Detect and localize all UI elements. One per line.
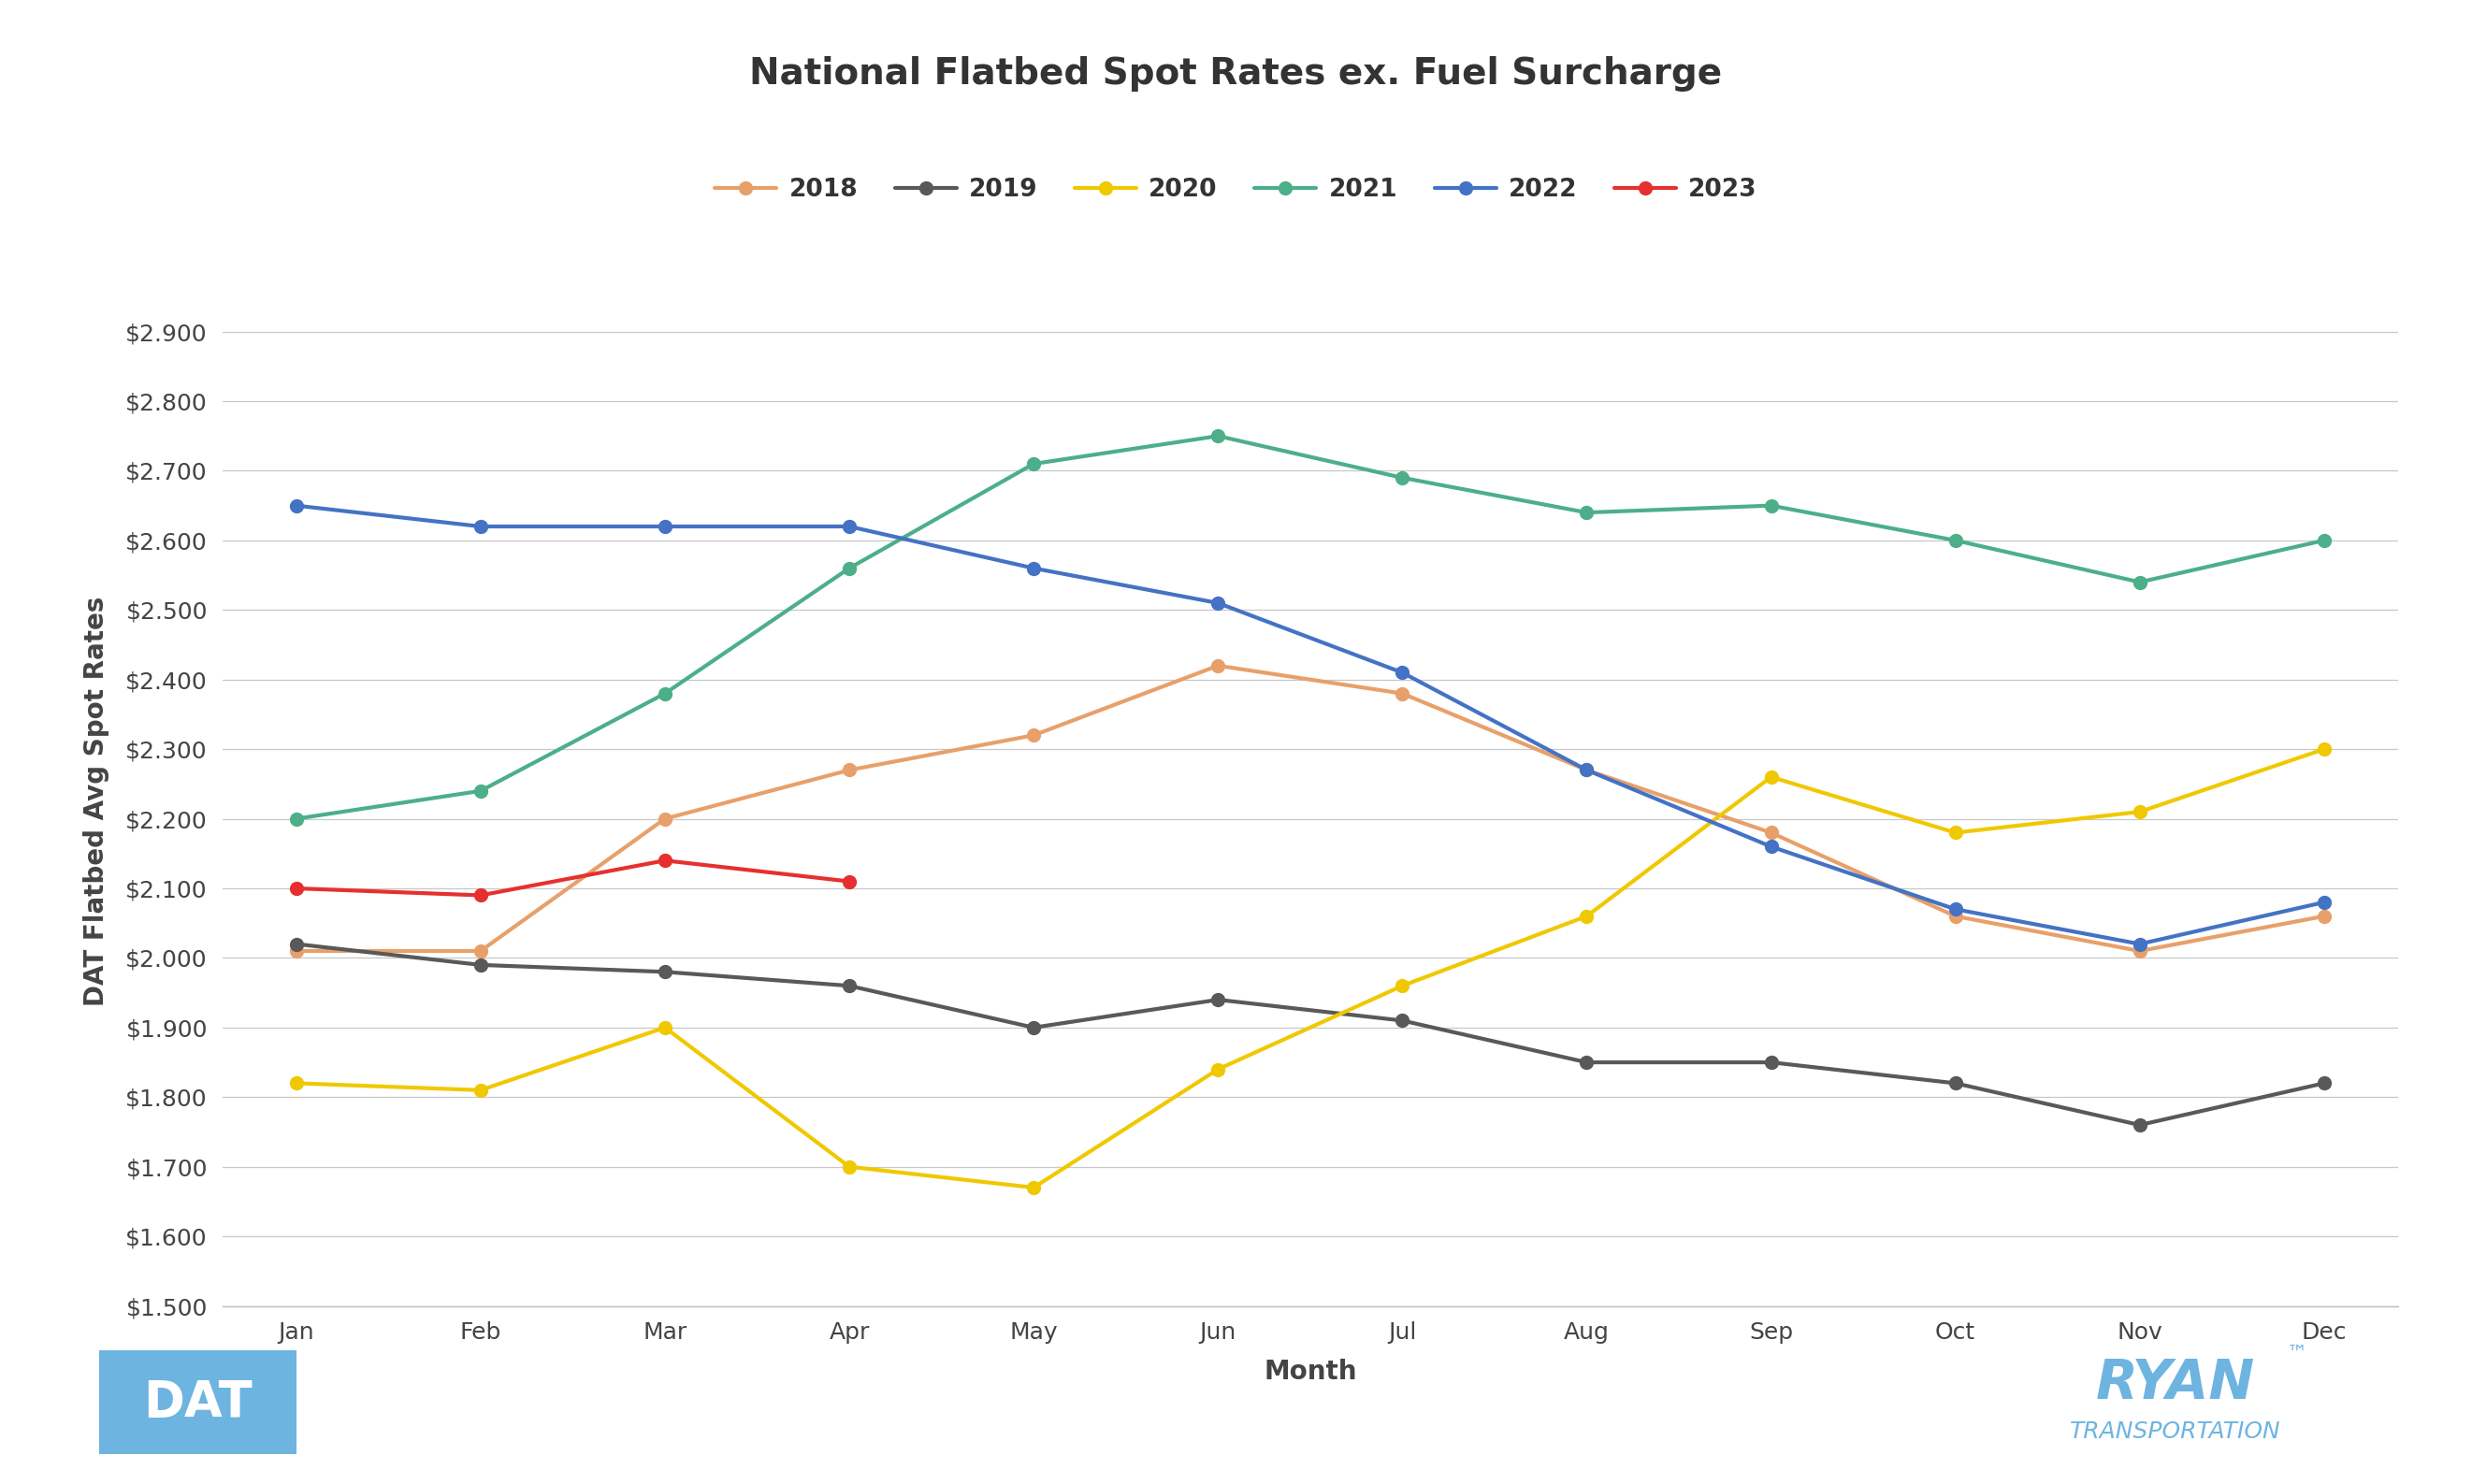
2020 [1572,907,1602,925]
2022 [1018,559,1048,577]
Line: 2020: 2020 [289,742,2331,1195]
2022 [282,497,311,515]
2019 [2309,1074,2339,1092]
2021 [2126,573,2156,591]
2021 [2309,531,2339,549]
2022 [1941,901,1970,919]
2018 [650,810,680,828]
Line: 2021: 2021 [289,429,2331,825]
2020 [1387,976,1416,994]
2020 [1941,824,1970,841]
2023 [282,880,311,898]
2018 [1387,684,1416,702]
2020 [836,1158,865,1175]
2021 [1572,503,1602,521]
Text: DAT: DAT [143,1379,252,1426]
Text: ™: ™ [2287,1345,2306,1362]
2019 [2126,1116,2156,1134]
2021 [465,782,494,800]
2018 [282,942,311,960]
Line: 2023: 2023 [289,853,855,902]
2019 [1018,1018,1048,1036]
2020 [2126,803,2156,821]
2018 [1941,907,1970,925]
2021 [282,810,311,828]
2022 [1572,761,1602,779]
Line: 2018: 2018 [289,659,2331,957]
2018 [1755,824,1785,841]
2021 [1204,427,1234,445]
2023 [836,873,865,890]
2020 [1755,769,1785,787]
2023 [465,886,494,904]
Y-axis label: DAT Flatbed Avg Spot Rates: DAT Flatbed Avg Spot Rates [84,597,109,1006]
2019 [465,956,494,974]
2021 [650,684,680,702]
2018 [2126,942,2156,960]
2019 [282,935,311,953]
2020 [1018,1178,1048,1196]
2020 [282,1074,311,1092]
2022 [1387,663,1416,681]
Text: RYAN: RYAN [2096,1356,2254,1410]
2020 [650,1018,680,1036]
2019 [1387,1012,1416,1030]
2020 [2309,741,2339,758]
2021 [1018,456,1048,473]
2022 [2126,935,2156,953]
2022 [1755,837,1785,855]
2019 [1755,1054,1785,1071]
2020 [1204,1061,1234,1079]
Text: TRANSPORTATION: TRANSPORTATION [2069,1420,2282,1444]
2018 [836,761,865,779]
2019 [1204,991,1234,1009]
2018 [2309,907,2339,925]
2018 [1572,761,1602,779]
Line: 2022: 2022 [289,499,2331,951]
Legend: 2018, 2019, 2020, 2021, 2022, 2023: 2018, 2019, 2020, 2021, 2022, 2023 [705,168,1767,212]
2022 [836,518,865,536]
2018 [1018,726,1048,743]
Text: National Flatbed Spot Rates ex. Fuel Surcharge: National Flatbed Spot Rates ex. Fuel Sur… [749,56,1723,92]
2022 [650,518,680,536]
2019 [1572,1054,1602,1071]
2022 [1204,594,1234,611]
2019 [1941,1074,1970,1092]
X-axis label: Month: Month [1263,1359,1357,1385]
2018 [1204,657,1234,675]
2022 [465,518,494,536]
2021 [836,559,865,577]
2022 [2309,893,2339,911]
2021 [1387,469,1416,487]
2021 [1941,531,1970,549]
Line: 2019: 2019 [289,938,2331,1131]
2023 [650,852,680,870]
2019 [650,963,680,981]
2020 [465,1082,494,1100]
2021 [1755,497,1785,515]
2018 [465,942,494,960]
2019 [836,976,865,994]
